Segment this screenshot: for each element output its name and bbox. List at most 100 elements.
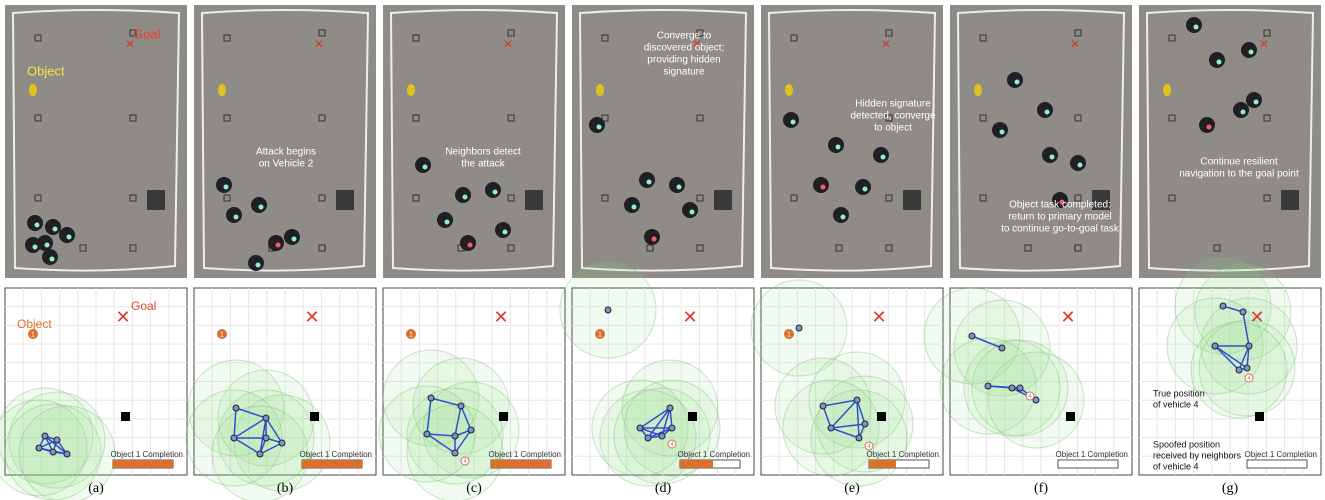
object xyxy=(29,84,37,96)
object-id: 1 xyxy=(31,331,35,338)
robot-light xyxy=(463,195,468,200)
robot xyxy=(644,229,660,245)
robot-light xyxy=(1254,100,1259,105)
plot-annotation: Spoofed position xyxy=(1153,439,1220,449)
vehicle-node xyxy=(828,425,834,431)
robot xyxy=(1037,102,1053,118)
obstacle xyxy=(688,412,697,421)
obstacle xyxy=(877,412,886,421)
vehicle-node xyxy=(36,445,42,451)
vehicle-node xyxy=(1220,303,1226,309)
robot xyxy=(460,235,476,251)
robot xyxy=(682,202,698,218)
object-id: 1 xyxy=(787,331,791,338)
robot xyxy=(268,235,284,251)
robot-light xyxy=(224,185,229,190)
robot xyxy=(992,122,1008,138)
obstacle xyxy=(336,190,354,210)
robot-light xyxy=(1015,80,1020,85)
robot xyxy=(1070,155,1086,171)
panel-label: (d) xyxy=(655,481,672,496)
vehicle-node xyxy=(969,333,975,339)
robot-light xyxy=(1194,25,1199,30)
robot xyxy=(1233,102,1249,118)
vehicle-node xyxy=(1017,385,1023,391)
robot xyxy=(813,177,829,193)
robot xyxy=(59,227,75,243)
photo-annotation: providing hidden xyxy=(647,55,720,66)
completion-bar xyxy=(302,460,362,468)
robot xyxy=(437,212,453,228)
robot-light xyxy=(597,125,602,130)
vehicle-node xyxy=(468,427,474,433)
robot-light xyxy=(652,237,657,242)
vehicle-node xyxy=(659,433,665,439)
photo-annotation: Neighbors detect xyxy=(445,147,521,158)
vehicle-node xyxy=(796,325,802,331)
robot-light xyxy=(445,220,450,225)
robot-light xyxy=(468,243,473,248)
obstacle xyxy=(903,190,921,210)
robot-light xyxy=(841,215,846,220)
robot-light xyxy=(493,190,498,195)
completion-bar xyxy=(491,460,551,468)
robot xyxy=(1007,72,1023,88)
obstacle xyxy=(1066,412,1075,421)
goal-cross: ✕ xyxy=(314,37,324,51)
object xyxy=(596,84,604,96)
robot-light xyxy=(35,223,40,228)
photo-annotation: to object xyxy=(874,123,912,134)
panel-label: (f) xyxy=(1034,481,1048,496)
robot xyxy=(42,249,58,265)
vehicle-node xyxy=(1212,343,1218,349)
completion-label: Object 1 Completion xyxy=(489,450,561,459)
object xyxy=(1163,84,1171,96)
robot-light xyxy=(256,263,261,268)
robot xyxy=(873,147,889,163)
vehicle-node xyxy=(64,451,70,457)
robot xyxy=(248,255,264,271)
vehicle-node xyxy=(1009,385,1015,391)
completion-track xyxy=(1247,460,1307,468)
robot-light xyxy=(50,257,55,262)
robot-light xyxy=(632,205,637,210)
panel-label: (g) xyxy=(1222,481,1239,496)
vehicle-node xyxy=(999,345,1005,351)
vehicle-node xyxy=(605,307,611,313)
photo-floor xyxy=(950,5,1132,278)
object-id: 1 xyxy=(409,331,413,338)
vehicle-node xyxy=(645,435,651,441)
vehicle-node xyxy=(820,403,826,409)
robot xyxy=(45,219,61,235)
panel-label: (c) xyxy=(466,481,482,496)
robot xyxy=(455,187,471,203)
vehicle-node xyxy=(1240,309,1246,315)
vehicle-node xyxy=(452,450,458,456)
robot-light xyxy=(821,185,826,190)
robot-light xyxy=(1045,110,1050,115)
completion-label: Object 1 Completion xyxy=(678,450,750,459)
completion-label: Object 1 Completion xyxy=(1245,450,1317,459)
robot-light xyxy=(259,205,264,210)
panel-label: (a) xyxy=(88,481,104,496)
robot-light xyxy=(276,243,281,248)
photo-annotation: Continue resilient xyxy=(1200,157,1277,168)
robot xyxy=(1186,17,1202,33)
robot xyxy=(1246,92,1262,108)
panel-label: (e) xyxy=(844,481,860,496)
photo-annotation: navigation to the goal point xyxy=(1179,169,1299,180)
robot-light xyxy=(53,227,58,232)
photo-annotation: on Vehicle 2 xyxy=(259,159,314,170)
object xyxy=(785,84,793,96)
vehicle-node xyxy=(428,395,434,401)
goal-cross: ✕ xyxy=(503,37,513,51)
obstacle xyxy=(714,190,732,210)
panel-label: (b) xyxy=(277,481,294,496)
obstacle xyxy=(1281,190,1299,210)
goal-cross: ✕ xyxy=(881,37,891,51)
photo-floor xyxy=(1139,5,1321,278)
goal-cross: ✕ xyxy=(304,307,319,327)
photo-annotation: Object xyxy=(27,63,65,78)
robot-light xyxy=(791,120,796,125)
photo-annotation: Converge to xyxy=(657,31,712,42)
